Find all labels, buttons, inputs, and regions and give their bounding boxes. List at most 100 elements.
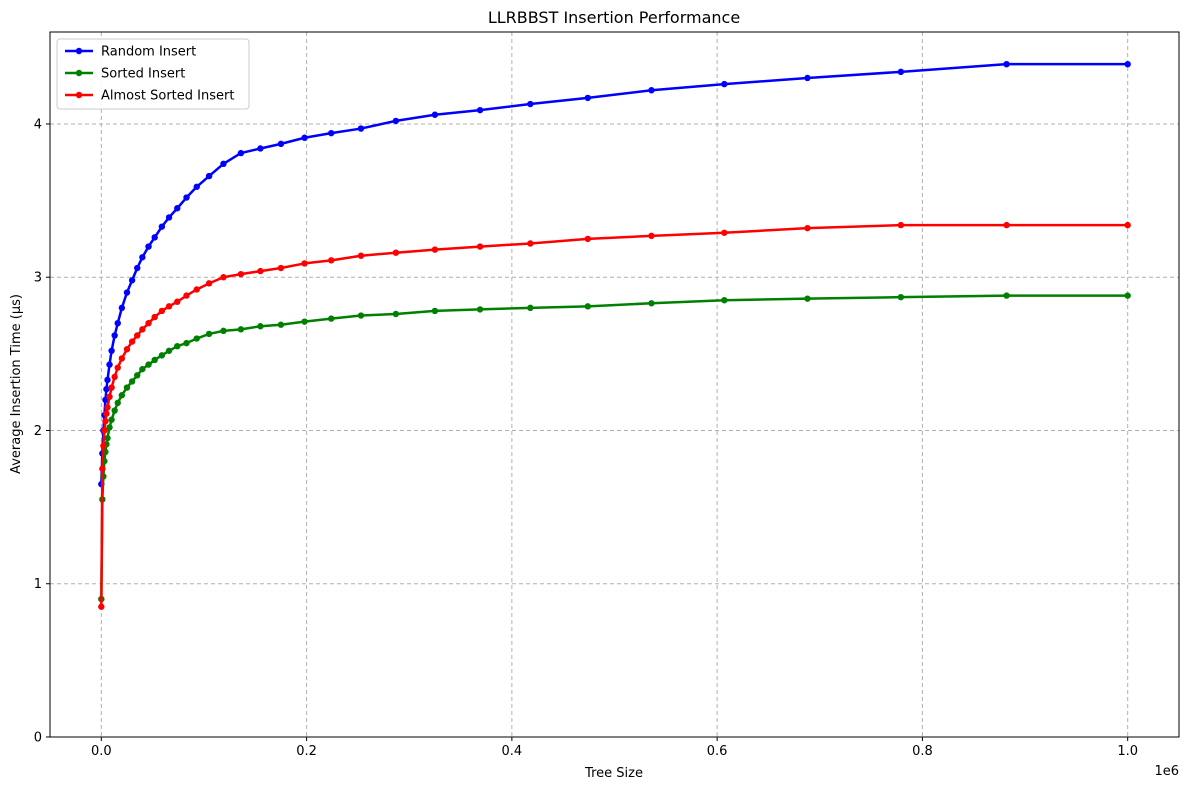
data-point-sorted-insert xyxy=(1003,292,1010,299)
data-point-random-insert xyxy=(1003,60,1010,68)
data-point-random-insert xyxy=(527,100,534,108)
data-point-almost-sorted-insert xyxy=(897,221,905,229)
data-point-sorted-insert xyxy=(205,330,213,338)
data-point-sorted-insert xyxy=(301,318,308,325)
series-random-insert xyxy=(98,60,1131,488)
y-axis: 0 1 2 3 4 xyxy=(34,117,50,746)
data-point-sorted-insert xyxy=(114,399,121,407)
legend-marker-sorted-insert xyxy=(75,69,83,77)
data-point-random-insert xyxy=(158,223,166,230)
data-point-sorted-insert xyxy=(237,326,245,333)
data-point-sorted-insert xyxy=(721,297,728,304)
legend-box xyxy=(56,38,250,110)
data-point-almost-sorted-insert xyxy=(392,249,400,256)
data-point-random-insert xyxy=(301,134,308,141)
data-point-almost-sorted-insert xyxy=(101,427,108,434)
data-point-random-insert xyxy=(237,149,245,157)
data-point-almost-sorted-insert xyxy=(134,332,141,339)
data-point-random-insert xyxy=(128,277,136,284)
data-point-sorted-insert xyxy=(139,365,146,373)
legend-marker-almost-sorted-insert xyxy=(75,91,83,99)
data-point-almost-sorted-insert xyxy=(165,303,173,310)
data-point-random-insert xyxy=(328,129,335,137)
data-point-random-insert xyxy=(804,74,811,82)
data-point-sorted-insert xyxy=(104,434,111,442)
data-point-almost-sorted-insert xyxy=(114,364,121,371)
data-point-almost-sorted-insert xyxy=(183,292,190,299)
data-point-almost-sorted-insert xyxy=(111,373,118,381)
data-point-sorted-insert xyxy=(277,321,285,328)
data-point-random-insert xyxy=(123,289,131,296)
grid xyxy=(50,32,1179,738)
plot-frame xyxy=(49,31,1180,738)
series-line-random-insert xyxy=(100,62,1128,485)
data-point-almost-sorted-insert xyxy=(1124,221,1131,229)
data-point-almost-sorted-insert xyxy=(357,252,365,259)
data-point-almost-sorted-insert xyxy=(193,286,200,293)
data-point-almost-sorted-insert xyxy=(99,465,106,472)
legend: Random Insert Sorted Insert Almost Sorted … xyxy=(56,38,250,110)
legend-marker-random-insert xyxy=(75,47,83,55)
legend-label-almost-sorted-insert: Almost Sorted Insert xyxy=(101,89,234,104)
data-point-almost-sorted-insert xyxy=(205,280,213,287)
data-point-random-insert xyxy=(648,87,655,94)
data-point-random-insert xyxy=(193,183,200,190)
series-layer xyxy=(98,60,1131,610)
data-point-almost-sorted-insert xyxy=(476,243,484,250)
data-point-almost-sorted-insert xyxy=(139,326,146,333)
data-point-sorted-insert xyxy=(431,307,439,315)
data-point-sorted-insert xyxy=(584,303,592,310)
data-point-random-insert xyxy=(183,194,190,201)
data-point-sorted-insert xyxy=(165,347,173,354)
data-point-almost-sorted-insert xyxy=(102,418,109,425)
data-point-sorted-insert xyxy=(897,293,905,301)
data-point-almost-sorted-insert xyxy=(128,338,136,345)
data-point-almost-sorted-insert xyxy=(277,264,285,272)
data-point-almost-sorted-insert xyxy=(584,235,592,243)
x-tick-label: 0.0 xyxy=(91,744,112,759)
data-point-almost-sorted-insert xyxy=(151,313,158,321)
data-point-random-insert xyxy=(118,304,126,312)
data-point-almost-sorted-insert xyxy=(158,307,166,315)
y-tick-label: 2 xyxy=(34,424,42,439)
data-point-random-insert xyxy=(431,111,439,118)
series-line-almost-sorted-insert xyxy=(100,223,1128,607)
data-point-almost-sorted-insert xyxy=(257,267,264,275)
data-point-sorted-insert xyxy=(257,323,264,330)
x-tick-label: 0.8 xyxy=(912,744,933,759)
data-point-sorted-insert xyxy=(220,327,227,335)
y-tick-label: 4 xyxy=(34,117,42,132)
data-point-random-insert xyxy=(151,234,158,241)
series-line-sorted-insert xyxy=(100,294,1128,600)
data-point-almost-sorted-insert xyxy=(431,246,439,253)
data-point-almost-sorted-insert xyxy=(118,355,126,362)
data-point-almost-sorted-insert xyxy=(527,240,534,247)
y-tick-label: 1 xyxy=(34,577,42,592)
data-point-sorted-insert xyxy=(1124,292,1131,299)
data-point-random-insert xyxy=(721,80,728,88)
data-point-almost-sorted-insert xyxy=(100,442,107,449)
data-point-random-insert xyxy=(257,145,264,152)
data-point-sorted-insert xyxy=(193,335,200,342)
data-point-sorted-insert xyxy=(804,295,811,302)
data-point-random-insert xyxy=(103,385,110,393)
chart-title: LLRBBST Insertion Performance xyxy=(488,8,740,27)
data-point-sorted-insert xyxy=(357,312,365,319)
x-tick-label: 0.2 xyxy=(296,744,317,759)
legend-label-random-insert: Random Insert xyxy=(101,45,196,60)
data-point-random-insert xyxy=(145,243,152,250)
data-point-almost-sorted-insert xyxy=(648,232,655,240)
data-point-sorted-insert xyxy=(328,315,335,322)
data-point-almost-sorted-insert xyxy=(174,298,181,305)
data-point-random-insert xyxy=(392,117,400,125)
data-point-sorted-insert xyxy=(174,342,181,350)
data-point-almost-sorted-insert xyxy=(220,274,227,281)
data-point-almost-sorted-insert xyxy=(123,346,131,353)
data-point-random-insert xyxy=(1124,60,1131,68)
data-point-sorted-insert xyxy=(648,300,655,307)
data-point-almost-sorted-insert xyxy=(104,404,111,411)
x-tick-label: 0.6 xyxy=(707,744,728,759)
data-point-random-insert xyxy=(205,172,213,180)
